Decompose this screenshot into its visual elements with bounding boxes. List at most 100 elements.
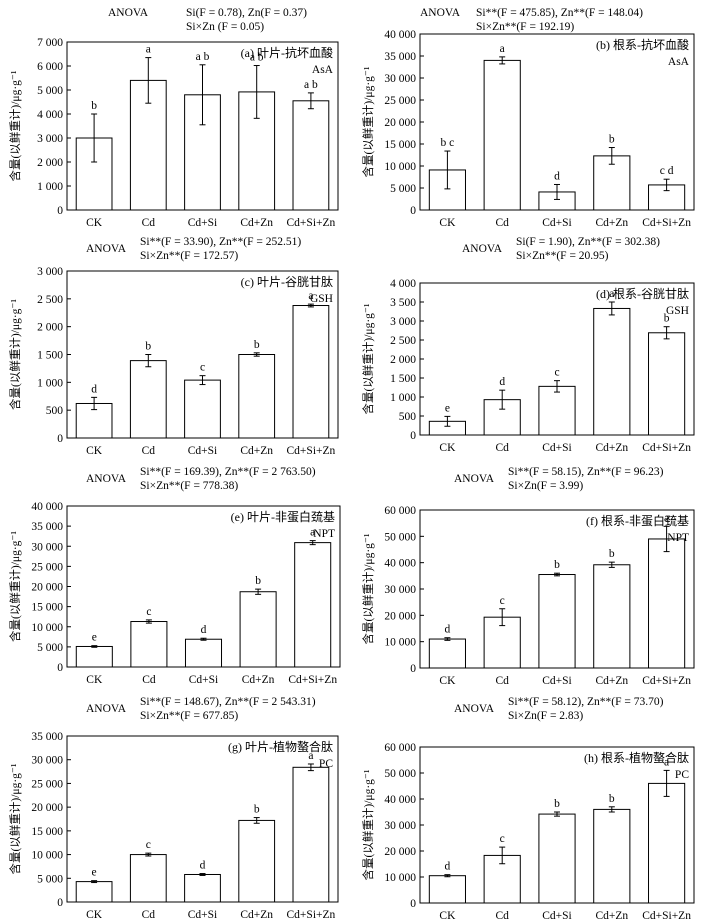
anova-label: ANOVA — [454, 703, 495, 715]
anova-label: ANOVA — [454, 473, 495, 485]
bar-chart-g: 0 5 000 10 000 15 000 20 000 25 000 30 000 35 0… — [8, 731, 339, 921]
y-tick-label: 40 000 — [31, 501, 63, 513]
y-tick-label: 20 000 — [384, 117, 416, 129]
y-tick-label: 5 000 — [390, 183, 416, 195]
bar — [593, 564, 631, 669]
anova-line-1: Si(F = 0.78), Zn(F = 0.37) — [186, 7, 307, 19]
panel-title: (g) 叶片-植物螯合肽 — [228, 739, 333, 754]
chart-panel-g: ANOVA Si**(F = 148.67), Zn**(F = 2 543.3… — [0, 693, 354, 924]
chart-panel-c: ANOVA Si**(F = 33.90), Zn**(F = 252.51) … — [0, 231, 354, 462]
significance-letter: a — [664, 512, 669, 524]
significance-letter: b — [609, 793, 615, 805]
y-axis-label: 含量(以鲜重计)/μg·g⁻¹ — [361, 66, 375, 177]
x-tick-label: CK — [86, 217, 103, 229]
significance-letter: a — [609, 288, 614, 300]
panel-tag: NPT — [313, 528, 335, 540]
y-tick-label: 1 500 — [37, 350, 63, 362]
chart-panel-e: ANOVA Si**(F = 169.39), Zn**(F = 2 763.5… — [0, 462, 354, 693]
y-tick-label: 3 000 — [37, 266, 63, 278]
bar — [428, 875, 466, 904]
significance-letter: a — [146, 44, 151, 56]
bar — [538, 385, 576, 436]
anova-line-2: Si×Zn (F = 0.05) — [186, 21, 265, 33]
y-tick-label: 0 — [410, 898, 416, 910]
x-tick-label: Cd+Si — [542, 442, 572, 454]
y-tick-label: 40 000 — [384, 29, 416, 41]
y-tick-label: 20 000 — [384, 846, 416, 858]
y-tick-label: 0 — [410, 430, 416, 442]
x-tick-label: CK — [439, 675, 456, 687]
anova-line-1: Si**(F = 169.39), Zn**(F = 2 763.50) — [140, 466, 316, 478]
anova-label: ANOVA — [86, 703, 127, 715]
anova-label: ANOVA — [86, 243, 127, 255]
significance-letter: a b — [304, 79, 318, 91]
y-tick-label: 5 000 — [37, 642, 63, 654]
x-tick-label: Cd+Zn — [595, 217, 628, 229]
bar — [593, 307, 631, 436]
bar — [428, 638, 466, 669]
chart-panel-h: ANOVA Si**(F = 58.12), Zn**(F = 73.70) S… — [354, 693, 708, 924]
bar — [129, 360, 167, 439]
panel-tag: PC — [319, 758, 333, 770]
y-tick-label: 10 000 — [31, 850, 63, 862]
panel-tag: NPT — [667, 532, 689, 544]
y-tick-label: 3 000 — [390, 316, 416, 328]
bar — [593, 808, 631, 904]
x-tick-label: Cd+Si+Zn — [288, 674, 337, 686]
significance-letter: a — [500, 43, 505, 55]
bar — [294, 542, 332, 668]
panel-tag: AsA — [312, 64, 334, 76]
significance-letter: a b — [250, 52, 264, 64]
y-tick-label: 0 — [410, 205, 416, 217]
panel-title: (e) 叶片-非蛋白巯基 — [231, 509, 335, 524]
significance-letter: d — [201, 624, 207, 636]
x-tick-label: Cd+Si — [188, 909, 218, 921]
y-tick-label: 0 — [410, 663, 416, 675]
panel-tag: AsA — [668, 56, 690, 68]
bar — [238, 819, 276, 903]
anova-line-2: Si×Zn**(F = 677.85) — [140, 710, 239, 722]
chart-panel-a: ANOVA Si(F = 0.78), Zn(F = 0.37) Si×Zn (… — [0, 0, 354, 231]
y-tick-label: 25 000 — [31, 561, 63, 573]
bar — [184, 638, 223, 668]
significance-letter: e — [92, 867, 97, 879]
bar-chart-e: 0 5 000 10 000 15 000 20 000 25 000 30 000 35 0… — [8, 501, 341, 686]
significance-letter: b c — [441, 137, 455, 149]
anova-line-1: Si**(F = 58.12), Zn**(F = 73.70) — [508, 696, 664, 708]
x-tick-label: Cd — [495, 217, 509, 229]
significance-letter: d — [445, 624, 451, 636]
y-tick-label: 30 000 — [384, 584, 416, 596]
y-tick-label: 4 000 — [37, 109, 63, 121]
significance-letter: c — [146, 839, 151, 851]
anova-label: ANOVA — [86, 473, 127, 485]
bar — [593, 155, 631, 211]
significance-letter: c — [554, 367, 559, 379]
significance-letter: e — [445, 402, 450, 414]
anova-line-2: Si×Zn(F = 3.99) — [508, 480, 584, 492]
y-tick-label: 5 000 — [37, 85, 63, 97]
x-tick-label: Cd+Si+Zn — [642, 675, 691, 687]
panel-title: (b) 根系-抗坏血酸 — [596, 37, 689, 52]
x-tick-label: Cd — [495, 675, 509, 687]
y-tick-label: 0 — [57, 897, 63, 909]
y-tick-label: 6 000 — [37, 61, 63, 73]
significance-letter: b — [554, 798, 560, 810]
y-tick-label: 20 000 — [31, 582, 63, 594]
y-tick-label: 4 000 — [390, 278, 416, 290]
significance-letter: c — [200, 362, 205, 374]
x-tick-label: Cd+Si — [542, 217, 572, 229]
bar — [483, 59, 521, 211]
panel-tag: PC — [675, 769, 689, 781]
y-tick-label: 35 000 — [31, 731, 63, 743]
x-tick-label: Cd+Si — [188, 445, 218, 457]
panel-title: (a) 叶片-抗坏血酸 — [241, 45, 333, 60]
panel-title: (h) 根系-植物螯合肽 — [584, 750, 689, 765]
y-axis-label: 含量(以鲜重计)/μg·g⁻¹ — [8, 531, 22, 642]
bar — [538, 574, 576, 669]
y-tick-label: 20 000 — [384, 610, 416, 622]
y-tick-label: 40 000 — [384, 558, 416, 570]
bar — [75, 881, 113, 903]
bar — [648, 184, 686, 211]
y-tick-label: 15 000 — [31, 826, 63, 838]
bar — [538, 813, 576, 904]
